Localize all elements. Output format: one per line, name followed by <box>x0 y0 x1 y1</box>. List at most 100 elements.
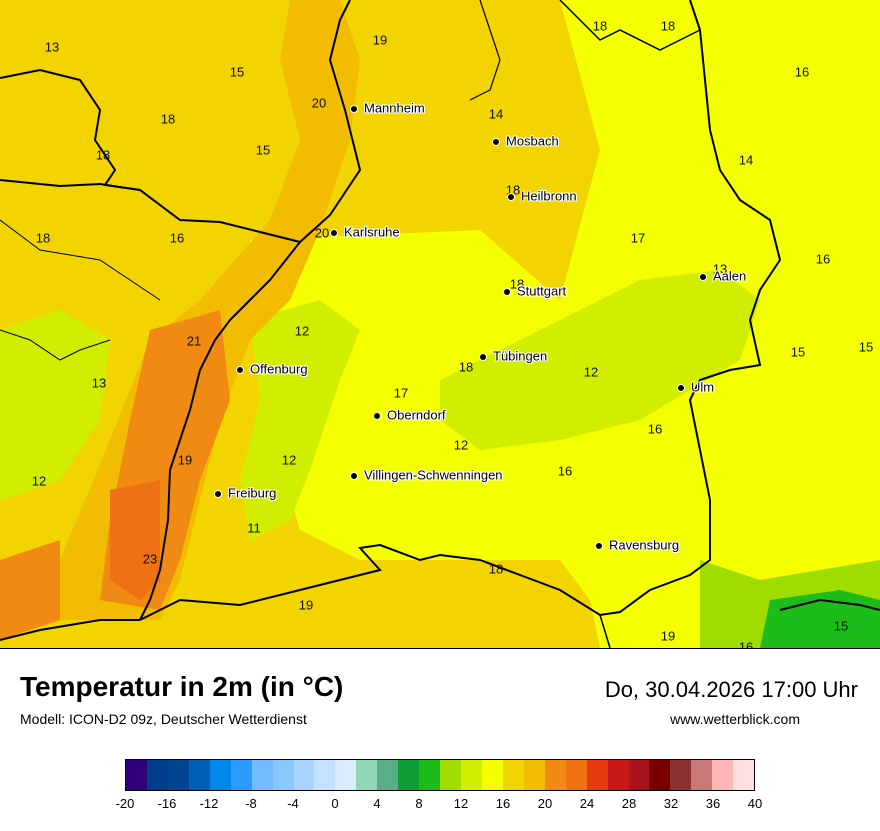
legend-tick-label: -8 <box>245 796 257 811</box>
legend-color-swatch <box>209 760 231 790</box>
temperature-value: 16 <box>815 251 831 267</box>
cool-zone-swabian-alb <box>440 270 760 450</box>
temperature-value: 18 <box>660 18 676 34</box>
border-line <box>0 0 362 244</box>
temperature-value: 21 <box>186 333 202 349</box>
temperature-value: 15 <box>229 64 245 80</box>
temperature-value: 16 <box>647 421 663 437</box>
model-info: Modell: ICON-D2 09z, Deutscher Wetterdie… <box>20 711 307 727</box>
legend-tick-label: 20 <box>537 796 553 811</box>
legend-color-swatch <box>398 760 420 790</box>
city-marker-icon <box>595 542 603 550</box>
legend-color-swatch <box>565 760 587 790</box>
city-label: Villingen-Schwenningen <box>364 467 503 483</box>
legend-color-swatch <box>126 760 147 790</box>
legend-color-swatch <box>607 760 629 790</box>
map-footer: Temperatur in 2m (in °C) Modell: ICON-D2… <box>0 648 880 831</box>
temperature-value: 13 <box>44 39 60 55</box>
temperature-map: 13 19 18 18 15 16 20 14 18 15 18 14 18 18 16 20 17 16 13 18… <box>0 0 880 648</box>
border-line <box>779 598 880 611</box>
city-marker-icon <box>214 490 222 498</box>
legend-color-swatch <box>335 760 357 790</box>
legend-color-swatch <box>146 760 168 790</box>
temperature-value: 20 <box>314 225 330 241</box>
city-label: Offenburg <box>250 361 308 377</box>
forecast-datetime: Do, 30.04.2026 17:00 Uhr <box>604 677 858 702</box>
city-marker-icon <box>503 288 511 296</box>
legend-color-swatch <box>481 760 503 790</box>
legend-color-swatch <box>544 760 566 790</box>
temperature-value: 18 <box>509 276 525 292</box>
temperature-value: 12 <box>453 437 469 453</box>
city-marker-icon <box>350 105 358 113</box>
legend-color-swatch <box>440 760 461 790</box>
hot-zone-southwest <box>0 540 60 640</box>
hot-zone-freiburg-area <box>110 480 160 600</box>
legend-tick-label: 24 <box>579 796 595 811</box>
temperature-value: 17 <box>630 230 646 246</box>
temperature-value: 19 <box>298 597 314 613</box>
temperature-value: 13 <box>91 375 107 391</box>
legend-color-swatch <box>691 760 713 790</box>
legend-color-swatch <box>523 760 545 790</box>
temperature-value: 18 <box>458 359 474 375</box>
temperature-value: 16 <box>794 64 810 80</box>
temperature-value: 16 <box>169 230 185 246</box>
city-marker-icon <box>373 412 381 420</box>
legend-color-swatch <box>461 760 482 790</box>
border-line <box>139 0 782 621</box>
temperature-value: 19 <box>177 452 193 468</box>
legend-color-swatch <box>188 760 210 790</box>
legend-color-swatch <box>670 760 692 790</box>
legend-color-swatch <box>251 760 273 790</box>
city-marker-icon <box>677 384 685 392</box>
city-label: Ulm <box>691 379 715 395</box>
legend-tick-label: 12 <box>453 796 469 811</box>
legend-color-swatch <box>314 760 336 790</box>
city-marker-icon <box>330 229 338 237</box>
district-line <box>0 329 111 361</box>
legend-tick-label: 4 <box>373 796 381 811</box>
temperature-value: 15 <box>790 344 806 360</box>
legend-color-swatch <box>586 760 608 790</box>
temperature-value: 18 <box>160 111 176 127</box>
cool-zone-vosges <box>0 310 110 500</box>
temperature-value: 14 <box>738 152 754 168</box>
legend-color-swatch <box>502 760 524 790</box>
border-line <box>559 0 701 51</box>
city-label: Aalen <box>713 268 747 284</box>
temperature-value: 18 <box>95 147 111 163</box>
legend-tick-label: -20 <box>115 796 135 811</box>
temperature-value: 19 <box>660 628 676 644</box>
website-link[interactable]: www.wetterblick.com <box>670 711 800 727</box>
temperature-value: 20 <box>311 95 327 111</box>
map-title: Temperatur in 2m (in °C) <box>20 671 344 702</box>
temperature-value: 15 <box>833 618 849 634</box>
legend-tick-label: 8 <box>415 796 423 811</box>
temperature-value: 15 <box>858 339 874 355</box>
city-label: Heilbronn <box>521 188 577 204</box>
border-line <box>0 619 140 641</box>
legend-tick-labels: -20 -16 -12 -8 -4 0 4 8 12 16 20 24 28 32 36 40 <box>116 796 763 814</box>
city-label: Ravensburg <box>609 537 680 553</box>
legend-tick-label: -16 <box>157 796 177 811</box>
city-label: Karlsruhe <box>344 224 400 240</box>
legend-tick-label: 16 <box>495 796 511 811</box>
temperature-value: 12 <box>294 323 310 339</box>
city-marker-icon <box>350 472 358 480</box>
temperature-value: 12 <box>31 473 47 489</box>
legend-tick-label: 32 <box>663 796 679 811</box>
city-label: Mannheim <box>364 100 425 116</box>
temperature-value: 23 <box>142 551 158 567</box>
map-canvas <box>0 0 880 648</box>
legend-color-swatch <box>649 760 671 790</box>
district-line <box>469 0 501 101</box>
legend-color-swatch <box>733 760 755 790</box>
border-line <box>599 614 611 648</box>
city-label: Mosbach <box>506 133 559 149</box>
temperature-value: 17 <box>393 385 409 401</box>
temperature-value: 16 <box>738 639 754 649</box>
city-marker-icon <box>479 353 487 361</box>
temperature-value: 18 <box>592 18 608 34</box>
legend-color-swatch <box>293 760 315 790</box>
